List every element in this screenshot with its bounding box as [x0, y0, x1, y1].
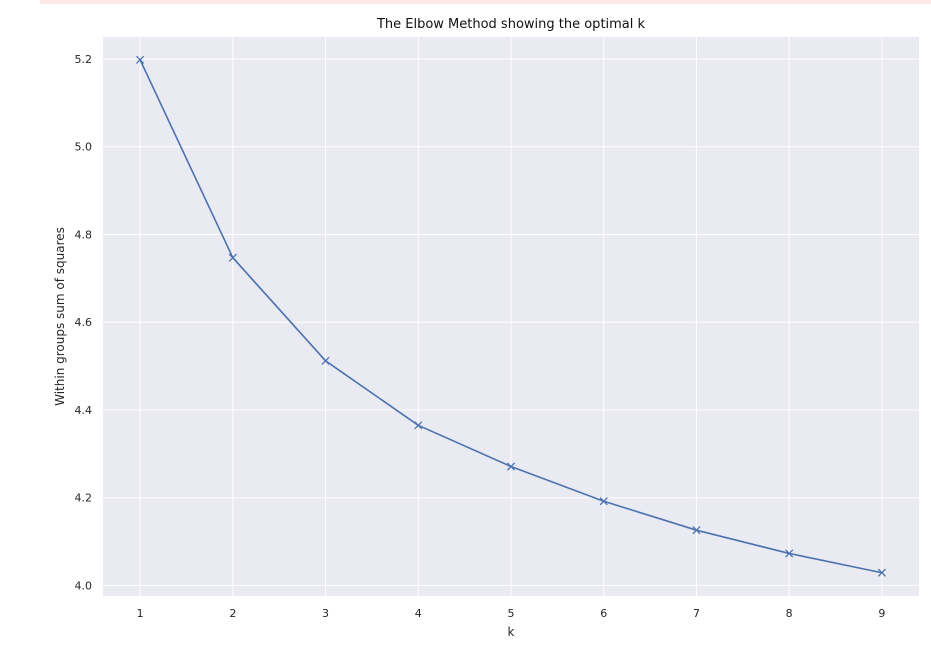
x-tick-label: 3 [322, 607, 329, 620]
data-point-marker [506, 462, 516, 471]
x-tick-label: 5 [508, 607, 515, 620]
x-tick-label: 1 [137, 607, 144, 620]
x-tick-label: 8 [786, 607, 793, 620]
x-tick-labels: 1 2 3 4 5 6 7 8 9 [137, 607, 886, 620]
y-tick-labels: 4.0 4.2 4.4 4.6 4.8 5.0 5.2 [75, 53, 93, 593]
x-tick-label: 4 [415, 607, 422, 620]
data-point-marker [785, 549, 794, 558]
y-tick-label: 4.4 [75, 404, 93, 417]
data-point-marker [599, 497, 608, 506]
data-point-marker [692, 526, 701, 535]
x-gridlines [139, 37, 883, 596]
chart-title: The Elbow Method showing the optimal k [376, 17, 646, 32]
data-point-marker [414, 421, 423, 430]
y-axis-label: Within groups sum of squares [53, 227, 67, 406]
x-axis-label: k [508, 625, 515, 639]
y-tick-label: 4.0 [75, 579, 93, 592]
x-tick-label: 6 [600, 607, 607, 620]
data-point-marker [877, 568, 886, 577]
data-point-marker [136, 55, 145, 64]
data-point-marker [228, 253, 237, 262]
x-tick-label: 2 [229, 607, 236, 620]
series-layer [136, 55, 886, 577]
x-tick-label: 7 [693, 607, 700, 620]
x-tick-label: 9 [878, 607, 885, 620]
top-strip [40, 0, 931, 4]
y-tick-label: 4.8 [75, 228, 93, 241]
data-point-marker [321, 356, 330, 365]
y-tick-label: 5.2 [75, 53, 93, 66]
y-tick-label: 4.6 [75, 316, 93, 329]
y-tick-label: 5.0 [75, 141, 93, 154]
y-tick-label: 4.2 [75, 492, 93, 505]
